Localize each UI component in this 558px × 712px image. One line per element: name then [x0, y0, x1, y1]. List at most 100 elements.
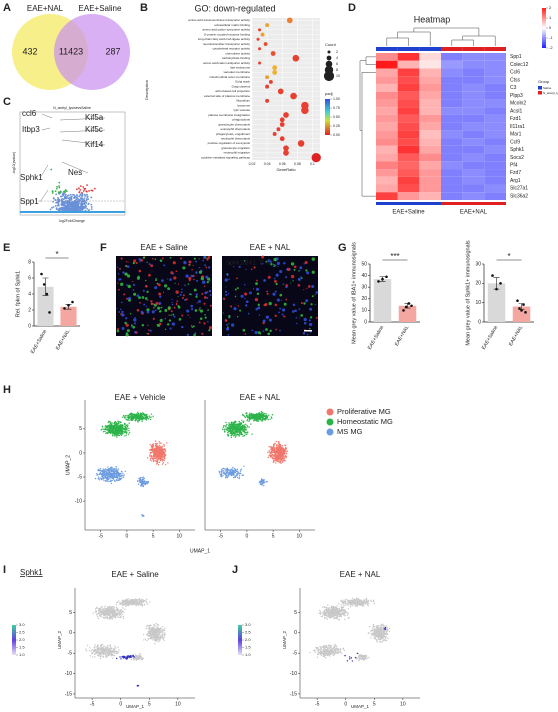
signal — [226, 273, 229, 275]
cell — [156, 455, 159, 457]
cell — [118, 613, 121, 615]
signal — [145, 279, 147, 282]
cell — [244, 428, 247, 431]
cell — [224, 470, 226, 472]
cell — [259, 413, 261, 416]
cell — [235, 435, 237, 437]
data-point — [407, 302, 411, 305]
cell — [236, 423, 238, 425]
cell — [281, 453, 283, 455]
cell — [122, 615, 125, 618]
cell — [124, 431, 126, 434]
signal — [137, 275, 140, 278]
signal — [167, 278, 169, 280]
signal — [190, 274, 193, 278]
cell — [247, 416, 249, 419]
signal — [152, 303, 155, 305]
category-label: vacuolar membrane — [223, 70, 250, 74]
cell — [115, 606, 118, 609]
signal — [117, 266, 119, 268]
cell — [120, 421, 122, 423]
legend-title: Group — [538, 79, 550, 84]
signal — [148, 263, 151, 266]
y-tick-label: 0 — [478, 319, 481, 325]
signal — [173, 276, 177, 280]
bar — [37, 286, 54, 326]
cell — [230, 432, 232, 435]
legend-dot — [327, 50, 331, 54]
cell — [248, 420, 250, 422]
cell — [121, 609, 123, 612]
signal — [126, 274, 131, 278]
data-point — [491, 274, 494, 277]
cell — [132, 603, 134, 605]
cell — [164, 627, 166, 629]
cell — [285, 451, 287, 453]
signal — [207, 255, 211, 259]
x-tick-label: EAE+NAL — [394, 324, 411, 347]
cell — [150, 460, 153, 462]
volcano-point — [61, 193, 64, 196]
y-tick-label: 5 — [79, 426, 82, 432]
volcano-point — [70, 207, 72, 210]
cell — [121, 416, 124, 418]
cell — [154, 440, 157, 442]
cell — [100, 429, 102, 431]
signal — [169, 327, 172, 330]
legend-label: 0.00 — [333, 133, 340, 137]
cell — [276, 445, 279, 447]
volcano-point — [64, 200, 67, 203]
cell — [115, 435, 117, 437]
cell — [141, 478, 144, 481]
cell — [267, 451, 269, 453]
cell — [117, 611, 119, 613]
venn-label: EAE+NAL — [27, 4, 64, 13]
cell — [111, 612, 113, 614]
category-label: cytokine-mediated signaling pathway — [201, 155, 251, 159]
heatmap-cell — [397, 130, 420, 139]
cell — [163, 445, 166, 447]
cell — [238, 421, 241, 423]
signal — [126, 284, 128, 286]
heatmap-cell — [462, 130, 485, 139]
signal — [189, 293, 192, 296]
cell — [108, 424, 110, 426]
signal — [125, 261, 128, 263]
signal — [244, 333, 247, 335]
category-label: filopodium — [236, 99, 250, 103]
cell — [252, 417, 254, 419]
signal — [311, 295, 314, 298]
signal — [154, 279, 157, 282]
signal — [267, 259, 271, 263]
cell — [151, 446, 153, 448]
cell — [227, 472, 229, 474]
gene-pointer — [59, 117, 106, 121]
cell — [275, 450, 277, 452]
signal — [295, 316, 298, 319]
signal — [163, 264, 166, 267]
cell — [235, 431, 237, 433]
legend-label: 2 — [336, 50, 338, 54]
volcano-point — [59, 195, 62, 198]
signal — [186, 309, 190, 313]
volcano-point — [90, 208, 93, 210]
cell — [113, 468, 115, 470]
signal — [306, 271, 310, 275]
row-label: Slc27a1 — [510, 186, 528, 192]
signal — [188, 276, 192, 280]
cell — [112, 432, 114, 434]
signal — [255, 308, 258, 311]
cell — [163, 639, 165, 642]
cell — [221, 428, 224, 430]
category-label: Golgi cisterna — [232, 84, 251, 88]
cell — [107, 466, 109, 468]
heatmap-cell — [376, 184, 398, 193]
category-label: late endosome — [230, 65, 250, 69]
heatmap-cell — [397, 192, 420, 200]
signal — [310, 331, 312, 333]
cell — [129, 416, 131, 419]
x-tick-label: 10 — [297, 533, 303, 539]
heatmap-cell — [419, 68, 441, 77]
heatmap-cell — [397, 153, 420, 162]
cell — [134, 603, 136, 605]
